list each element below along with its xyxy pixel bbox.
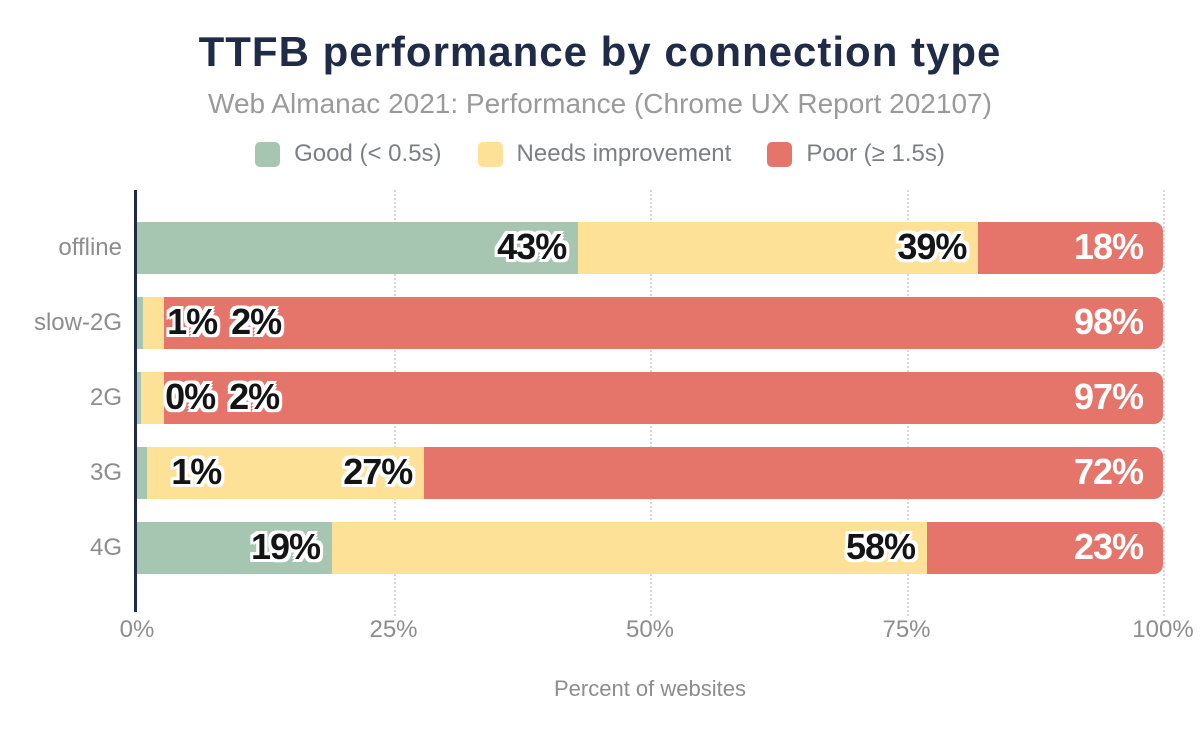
bar-segment-slow-2G-2[interactable]: [163, 296, 1163, 349]
legend-item-1[interactable]: Needs improvement: [477, 140, 732, 168]
bar-segment-2G-0[interactable]: [137, 371, 142, 424]
x-tick-label-25: 25%: [369, 616, 418, 643]
bar-value-label: 98%: [1073, 300, 1144, 342]
bar-value-label: 2%: [229, 375, 280, 417]
bar-value-label: 43%: [497, 225, 567, 267]
legend-swatch-icon: [767, 141, 793, 167]
bar-value-label: 18%: [1073, 225, 1144, 267]
bar-row-3G: 1% 27% 72%: [137, 446, 1163, 499]
bar-segment-4G-2[interactable]: [927, 521, 1163, 574]
bar-value-label: 19%: [250, 525, 321, 567]
bar-value-label: 39%: [897, 225, 967, 267]
bar-row-2G: 0% 2% 97%: [137, 371, 1163, 424]
bar-segment-2G-2[interactable]: [163, 371, 1163, 424]
y-axis-label-3G: 3G: [89, 458, 122, 486]
y-axis-line: [134, 190, 137, 612]
legend-item-2[interactable]: Poor (≥ 1.5s): [767, 140, 945, 168]
legend-item-0[interactable]: Good (< 0.5s): [255, 140, 442, 168]
bar-row-slow-2G: 1% 2% 98%: [137, 296, 1163, 349]
bar-segment-3G-0[interactable]: [137, 446, 148, 499]
bar-segment-2G-1[interactable]: [141, 371, 164, 424]
y-axis-label-slow-2G: slow-2G: [33, 308, 122, 336]
bar-value-label: 58%: [846, 525, 916, 567]
bar-value-label: 23%: [1073, 525, 1144, 567]
bar-value-label: 0%: [165, 375, 216, 417]
legend-label: Good (< 0.5s): [294, 140, 442, 167]
bar-row-4G: 19% 58% 23%: [137, 521, 1163, 574]
bar-segment-slow-2G-0[interactable]: [137, 296, 144, 349]
bar-segment-slow-2G-1[interactable]: [143, 296, 164, 349]
x-tick-label-100: 100%: [1132, 616, 1194, 643]
bar-segment-offline-2[interactable]: [978, 221, 1163, 274]
legend-label: Poor (≥ 1.5s): [806, 140, 945, 167]
bar-segment-4G-1[interactable]: [331, 521, 928, 574]
bar-value-label: 2%: [231, 300, 282, 342]
gridline-100: [1163, 190, 1165, 616]
y-axis-label-offline: offline: [58, 233, 122, 261]
chart-title: TTFB performance by connection type: [198, 28, 1002, 75]
y-axis-label-2G: 2G: [89, 383, 122, 411]
chart-subtitle: Web Almanac 2021: Performance (Chrome UX…: [208, 88, 992, 119]
plot-area: 0% 25% 50% 75% 100% offline 43% 39% 18% slow-2G 1%…: [34, 190, 1194, 643]
legend-swatch-icon: [477, 141, 503, 167]
legend-label: Needs improvement: [516, 140, 732, 167]
bar-value-label: 27%: [343, 450, 413, 492]
bar-value-label: 72%: [1073, 450, 1144, 492]
bar-row-offline: 43% 39% 18%: [137, 221, 1163, 274]
bar-segment-4G-0[interactable]: [137, 521, 332, 574]
y-axis-label-4G: 4G: [89, 533, 122, 561]
legend-swatch-icon: [255, 141, 281, 167]
bar-segment-3G-2[interactable]: [424, 446, 1163, 499]
x-tick-label-50: 50%: [625, 616, 675, 643]
x-tick-label-75: 75%: [882, 616, 931, 643]
bar-segment-offline-1[interactable]: [578, 221, 979, 274]
x-tick-label-0: 0%: [119, 616, 155, 643]
bar-segment-3G-1[interactable]: [147, 446, 425, 499]
bar-value-label: 1%: [167, 300, 218, 342]
bar-value-label: 97%: [1073, 375, 1144, 417]
x-axis-title: Percent of websites: [554, 676, 746, 701]
bar-segment-offline-0[interactable]: [137, 221, 579, 274]
legend: Good (< 0.5s) Needs improvement Poor (≥ 1.…: [0, 140, 1200, 168]
bar-value-label: 1%: [171, 450, 222, 492]
